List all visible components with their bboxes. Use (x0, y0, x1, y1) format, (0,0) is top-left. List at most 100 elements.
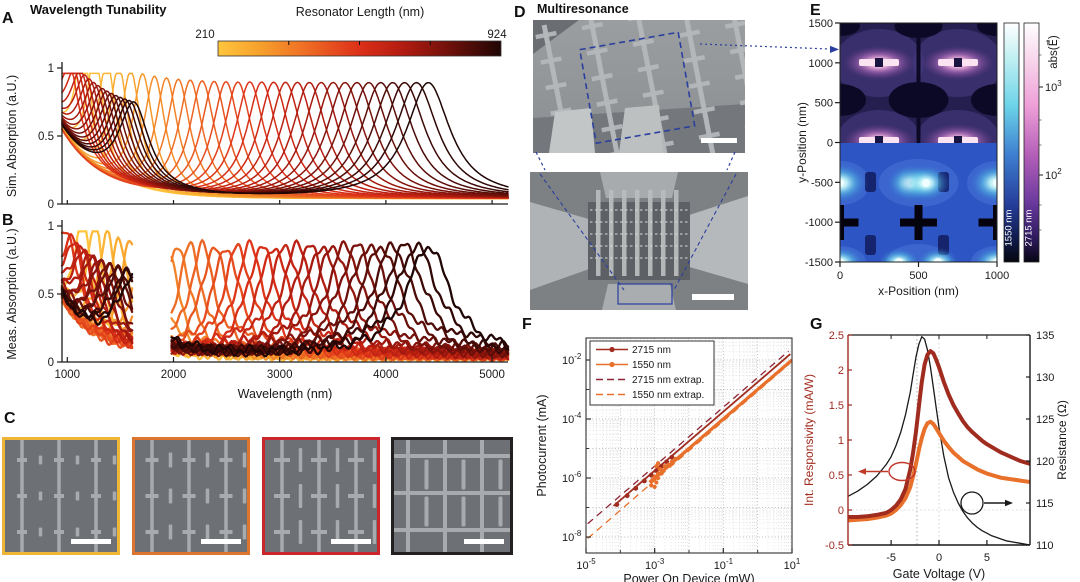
y-tick-label: -1500 (805, 257, 833, 269)
x-tick-label: 1000 (985, 270, 1009, 282)
panel-g-responsivity-resistance-plot: 2.5 2 1.5 1 0.5 0 -0.5 135 130 125 120 115 110 -5 0 5 Ga… (802, 330, 1069, 581)
arrowhead (830, 45, 839, 53)
y-tick-label: 10-8 (562, 529, 582, 544)
colorbar-title: Resonator Length (nm) (296, 5, 425, 19)
zoom-connector-lines (535, 151, 737, 305)
right-axis-label: Resistance (Ω) (1055, 400, 1069, 480)
y-tick-label: 0.5 (38, 131, 54, 143)
x-tick-label: 1000 (55, 369, 81, 381)
spectrum-curve (60, 245, 510, 358)
x-tick-label: 5 (984, 552, 990, 564)
y-axis-label: Sim. Absorption (a.U.) (5, 75, 19, 197)
y-tick-label: -500 (811, 177, 833, 189)
x-tick-label: 10-5 (576, 557, 596, 572)
y-tick-label: 0.5 (38, 289, 54, 301)
spectrum-curve (61, 81, 509, 195)
x-tick-label: 2000 (161, 369, 187, 381)
panel-f-photocurrent-plot: 10-5 10-3 10-1 101 10-2 10-4 10-6 10-8 Power On … (535, 337, 801, 582)
y-tick-label: 10-4 (562, 411, 582, 426)
panel-letter-g: G (810, 316, 823, 333)
sem-image-medium-resonators (132, 437, 250, 555)
zoom-region-box (617, 283, 673, 305)
gate-sweep-curves (848, 336, 1030, 545)
x-tick-label: 3000 (267, 369, 293, 381)
left-tick-label: 2.5 (829, 330, 844, 342)
sem-image-longest-resonators (391, 437, 513, 555)
multiresonance-title: Multiresonance (537, 2, 629, 16)
panel-letter-b: B (2, 212, 14, 229)
colorbar-2715nm (1023, 22, 1040, 263)
y-tick-label: -1000 (805, 217, 833, 229)
x-tick-label: 4000 (373, 369, 399, 381)
y-tick-label: 1 (48, 63, 54, 75)
spectrum-curve (61, 81, 509, 197)
spectrum-curve (61, 81, 509, 198)
sem-micrograph-device-overview (530, 172, 748, 310)
sem-image-short-resonators (2, 437, 120, 555)
left-tick-label: 0.5 (829, 470, 844, 482)
y-tick-label: 0 (48, 199, 54, 211)
legend-label: 1550 nm (632, 360, 671, 371)
colorbar-scale-tick: 102 (1045, 167, 1062, 182)
colorbar-max-label: 924 (487, 29, 507, 41)
right-tick-label: 125 (1036, 414, 1054, 426)
x-tick-label: 0 (837, 270, 843, 282)
x-axis-label: x-Position (nm) (878, 284, 959, 298)
scale-bar (331, 539, 371, 544)
spectrum-curve (61, 77, 509, 198)
resistance-annotation-circle (960, 491, 984, 515)
panel-letter-f: F (522, 316, 532, 333)
y-tick-label: 0 (827, 138, 833, 150)
panel-e-field-map: 1500 1000 500 0 -500 -1000 -1500 0 500 1000 y-Posi… (795, 18, 1062, 298)
right-tick-label: 110 (1036, 540, 1054, 552)
scale-bar (692, 294, 734, 300)
scale-bar (701, 138, 737, 143)
left-tick-label: 0 (838, 505, 844, 517)
spectrum-curve (61, 81, 509, 196)
y-axis-label: Meas. Absorption (a.U.) (5, 228, 19, 359)
x-tick-label: 0 (936, 552, 942, 564)
wavelength-tunability-title: Wavelength Tunability (30, 2, 167, 17)
left-axis-label: Int. Responsivity (mA/W) (802, 374, 816, 506)
colorbar-axis-label: abs(E⃗) (1046, 35, 1060, 69)
left-tick-label: 2 (838, 365, 844, 377)
scale-bar (71, 539, 111, 544)
y-tick-label: 10-6 (562, 470, 582, 485)
left-tick-label: -0.5 (825, 540, 844, 552)
x-tick-label: 101 (784, 557, 801, 572)
spectrum-curve (60, 232, 510, 362)
right-arrowhead (1005, 499, 1013, 507)
panel-letter-e: E (810, 2, 821, 19)
right-tick-label: 115 (1036, 498, 1054, 510)
legend-label: 2715 nm (632, 345, 671, 356)
right-tick-label: 135 (1036, 330, 1054, 342)
panel-a-simulated-absorption-plot: Resonator Length (nm) 210 924 1 0.5 0 Sim. Abs… (5, 5, 509, 211)
x-axis-label: Power On Device (mW) (623, 572, 754, 582)
left-tick-label: 1.5 (829, 400, 844, 412)
scale-bar (201, 539, 241, 544)
left-tick-label: 1 (838, 435, 844, 447)
y-tick-label: 1 (48, 221, 54, 233)
x-tick-label: 5000 (479, 369, 505, 381)
y-axis-label: y-Position (nm) (795, 102, 809, 183)
spectrum-curve (60, 242, 510, 358)
y-tick-label: 1500 (809, 18, 833, 30)
x-axis-label: Wavelength (nm) (238, 387, 333, 401)
colorbar-1550-label: 1550 nm (1004, 209, 1015, 246)
y-tick-label: 0 (48, 357, 54, 369)
colorbar-1550nm (1003, 22, 1020, 263)
y-axis-label: Photocurrent (mA) (535, 394, 549, 496)
x-tick-label: 10-3 (645, 557, 665, 572)
unitcell-to-fieldmap-arrow (699, 43, 839, 53)
sem-pattern-2 (135, 440, 247, 552)
photocurrent-series (587, 350, 792, 539)
legend-label: 1550 nm extrap. (632, 390, 704, 401)
right-tick-label: 130 (1036, 372, 1054, 384)
legend-label: 2715 nm extrap. (632, 375, 704, 386)
colorbar-scale-tick: 103 (1045, 79, 1062, 94)
x-tick-label: 10-1 (714, 557, 734, 572)
responsivity-annotation-circle (888, 461, 916, 482)
sem-pattern-1 (5, 440, 117, 552)
